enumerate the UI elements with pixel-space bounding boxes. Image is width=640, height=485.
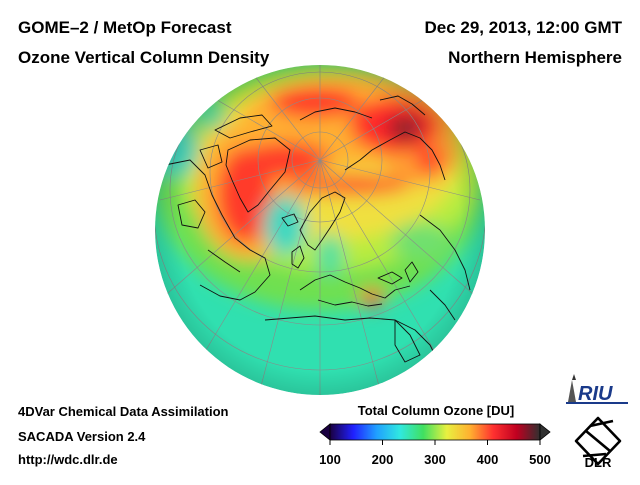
logos: RIU DLR	[558, 366, 638, 481]
riu-logo: RIU	[566, 374, 628, 405]
colorbar-tick-label: 200	[372, 452, 394, 467]
title-line1: GOME–2 / MetOp Forecast	[18, 18, 232, 37]
colorbar-high-arrow	[539, 423, 551, 441]
footer-url: http://wdc.dlr.de	[18, 452, 118, 467]
legend-title: Total Column Ozone [DU]	[357, 403, 515, 418]
dlr-logo	[574, 416, 622, 466]
globe-shade	[155, 65, 485, 395]
colorbar-tick-label: 100	[319, 452, 341, 467]
logos-svg: RIU DLR	[566, 374, 628, 470]
title-line2: Ozone Vertical Column Density	[18, 48, 270, 67]
colorbar-svg: 100 200 300 400 500	[319, 423, 551, 467]
colorbar-bar	[329, 423, 541, 441]
colorbar-tick-label: 300	[424, 452, 446, 467]
region-label: Northern Hemisphere	[448, 48, 622, 67]
colorbar-tick-label: 500	[529, 452, 551, 467]
colorbar-low-arrow	[319, 423, 331, 441]
footer-line2: SACADA Version 2.4	[18, 429, 146, 444]
colorbar-ticks: 100 200 300 400 500	[319, 440, 551, 467]
colorbar: 100 200 300 400 500	[318, 420, 554, 481]
dlr-logo-text: DLR	[585, 455, 612, 470]
footer-line1: 4DVar Chemical Data Assimilation	[18, 404, 229, 419]
colorbar-tick-label: 400	[477, 452, 499, 467]
forecast-date: Dec 29, 2013, 12:00 GMT	[424, 18, 622, 37]
riu-logo-text: RIU	[578, 383, 613, 405]
